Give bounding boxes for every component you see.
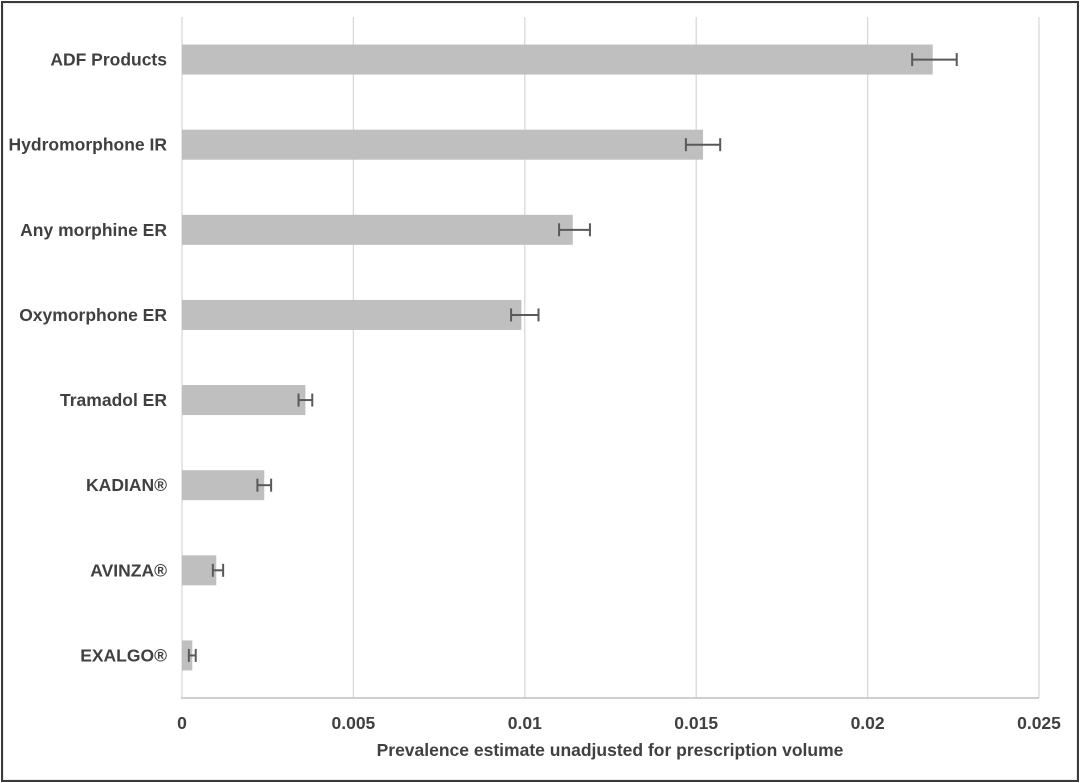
x-tick-label: 0.02 [851, 713, 885, 733]
bar [182, 470, 265, 501]
x-tick-label: 0.005 [332, 713, 376, 733]
category-label: ADF Products [50, 50, 167, 70]
bar [182, 640, 193, 671]
bar [182, 129, 704, 160]
bar [182, 555, 217, 586]
category-label: EXALGO® [80, 645, 167, 665]
x-tick-label: 0 [177, 713, 187, 733]
x-tick-label: 0.015 [674, 713, 718, 733]
bar [182, 44, 933, 75]
bar-chart: ADF Products Hydromorphone IR Any morphine… [9, 17, 1061, 760]
bar [182, 299, 522, 330]
category-label: KADIAN® [86, 475, 167, 495]
x-tick-label: 0.025 [1017, 713, 1061, 733]
category-label: Hydromorphone IR [9, 135, 168, 155]
x-tick-label: 0.01 [508, 713, 542, 733]
bar [182, 214, 573, 245]
x-axis-title: Prevalence estimate unadjusted for presc… [377, 740, 844, 760]
bar [182, 385, 306, 416]
category-label: Oxymorphone ER [19, 305, 167, 325]
category-label: Tramadol ER [60, 390, 167, 410]
category-label: Any morphine ER [20, 220, 167, 240]
category-label: AVINZA® [90, 560, 167, 580]
